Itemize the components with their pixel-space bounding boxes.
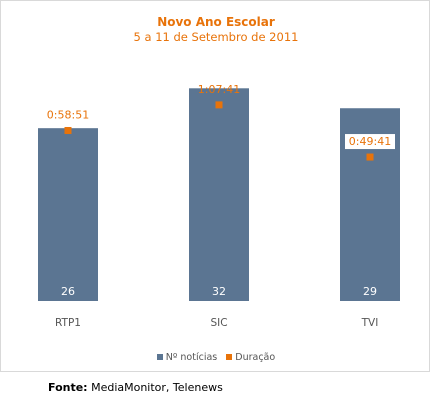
legend-item-noticias: Nº notícias xyxy=(156,352,218,363)
source-note: Fonte: MediaMonitor, Telenews xyxy=(48,381,223,394)
legend-label-duracao: Duração xyxy=(235,352,276,363)
legend-swatch-noticias xyxy=(156,354,163,360)
chart-legend: Nº notícias Duração xyxy=(0,352,432,363)
category-label-rtp1: RTP1 xyxy=(55,317,81,329)
duration-label-rtp1: 0:58:51 xyxy=(47,108,89,121)
bar-rtp1 xyxy=(38,128,98,301)
duration-label-bg-tvi xyxy=(345,134,395,150)
legend-label-noticias: Nº notícias xyxy=(165,352,218,363)
duration-label-sic: 1:07:41 xyxy=(198,83,240,96)
duration-point-sic xyxy=(215,101,223,109)
bar-value-label-rtp1: 26 xyxy=(61,285,75,298)
category-label-tvi: TVI xyxy=(361,317,379,329)
source-label: Fonte: xyxy=(48,381,88,394)
bar-chart: 26 RTP1 0:58:51 32 SIC 1:07:41 29 TVI 0:49:41 xyxy=(38,83,400,329)
category-label-sic: SIC xyxy=(210,317,227,329)
duration-point-rtp1 xyxy=(64,126,72,134)
bar-value-label-sic: 32 xyxy=(212,285,226,298)
legend-item-duracao: Duração xyxy=(226,352,275,363)
chart-subtitle: 5 a 11 de Setembro de 2011 xyxy=(133,30,299,44)
duration-label-tvi: 0:49:41 xyxy=(349,135,391,148)
bar-sic xyxy=(189,88,249,301)
chart-title: Novo Ano Escolar xyxy=(157,15,275,29)
source-text: MediaMonitor, Telenews xyxy=(91,381,223,394)
bar-value-label-tvi: 29 xyxy=(363,285,377,298)
legend-swatch-duracao xyxy=(226,354,233,360)
duration-point-tvi xyxy=(366,153,374,161)
